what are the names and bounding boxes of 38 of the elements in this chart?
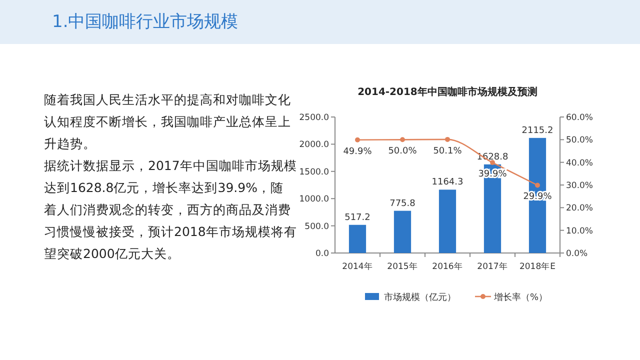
text: 据统计数据显示，2017年中国咖啡市场规模达到1628.8亿元，增长率达到39.9%，随着人们消费观念的转变，西方的商品及消费习惯慢慢被接受，预计2018年市场规模将有望突破2000亿元大关。 [44, 158, 297, 261]
data-label: 775.8 [390, 198, 416, 209]
point [445, 136, 450, 142]
x-tick-label: 2017年 [477, 261, 508, 272]
text: 随着我国人民生活水平的提高和对咖啡文化认知程度不断增长，我国咖啡产业总体呈上升趋势。 [44, 92, 291, 151]
bar [394, 210, 412, 253]
y2-tick-label: 10.0% [566, 226, 594, 236]
data-label: 50.0% [388, 146, 418, 157]
x-tick-label: 2015年 [387, 261, 418, 272]
y-tick-label: 0.0 [315, 249, 329, 259]
data-label: 517.2 [344, 212, 370, 223]
data-label: 1164.3 [432, 178, 464, 188]
chart-subtitle: 2014-2018年中国咖啡市场规模及预测 [358, 86, 538, 98]
y2-tick-label: 0.0% [566, 249, 588, 259]
text: 1.中国咖啡行业市场规模 [52, 12, 238, 32]
x-tick-label: 2014年 [342, 261, 373, 272]
data-label: 49.9% [343, 146, 372, 157]
y2-tick-label: 40.0% [566, 158, 594, 168]
point [535, 182, 540, 188]
bar [348, 224, 366, 253]
y-tick-label: 2500.0 [299, 113, 329, 123]
y2-tick-label: 60.0% [566, 113, 594, 123]
y-tick-label: 1500.0 [299, 167, 329, 178]
y-tick-label: 2000.0 [299, 140, 329, 150]
x-tick-label: 2016年 [432, 261, 463, 272]
data-label: 2115.2 [522, 126, 554, 136]
x-tick-label: 2018年E [519, 261, 556, 272]
y-tick-label: 500.0 [304, 222, 329, 232]
y2-tick-label: 20.0% [566, 204, 594, 214]
y2-tick-label: 30.0% [566, 181, 594, 191]
y-tick-label: 1000.0 [299, 194, 329, 205]
bar [438, 190, 456, 253]
data-label: 50.1% [433, 146, 462, 156]
legend-label: 增长率（%） [493, 292, 548, 303]
point [400, 137, 405, 142]
legend-label: 市场规模（亿元） [384, 292, 456, 303]
point [355, 137, 360, 142]
y2-tick-label: 50.0% [566, 136, 594, 146]
